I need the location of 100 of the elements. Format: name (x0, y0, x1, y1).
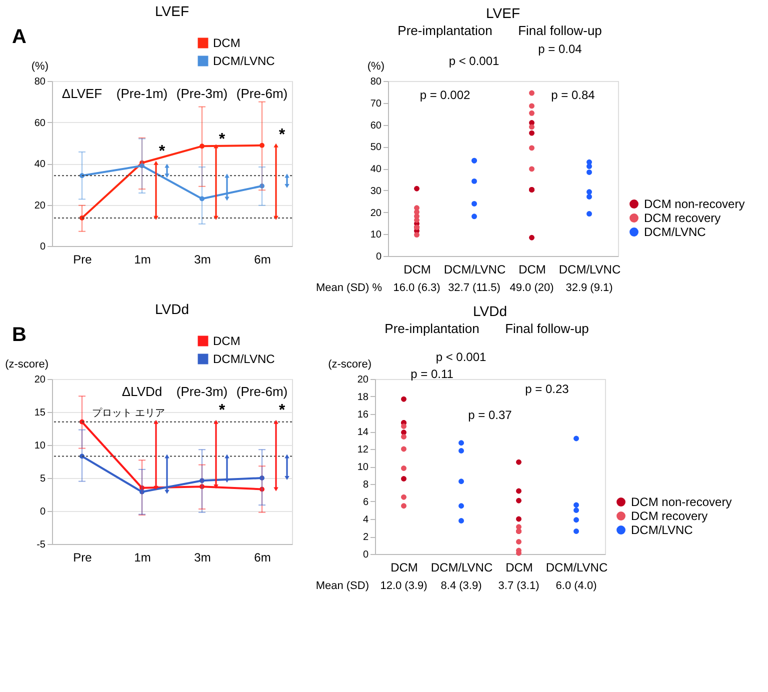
chart-title: LVEF (486, 5, 520, 21)
annotation: (Pre-6m) (236, 86, 288, 101)
text: 12.0 (3.9) (380, 580, 428, 592)
legend-label: DCM/LVNC (631, 523, 694, 537)
annotation: p = 0.37 (468, 408, 512, 422)
text: p = 0.04 (538, 42, 582, 56)
text: Pre-implantation (384, 321, 480, 336)
y-tick-label: 4 (362, 514, 369, 526)
text: Mean (SD) % (316, 282, 382, 294)
chart-title: LVEF (155, 3, 189, 19)
annotation: * (218, 130, 226, 148)
text: p < 0.001 (448, 54, 500, 68)
y-tick-label: 0 (362, 550, 369, 560)
text: Final follow-up (518, 23, 602, 38)
legend-label: DCM/LVNC (213, 54, 276, 68)
y-axis-title: (%) (367, 60, 384, 72)
y-tick-label: 60 (370, 120, 382, 132)
x-tick-label: DCM/LVNC (444, 262, 506, 276)
legend-label: DCM (213, 36, 240, 50)
annotation: * (278, 126, 286, 144)
annotation: (Pre-6m) (236, 384, 288, 399)
text: p < 0.001 (436, 350, 487, 364)
annotation: * (158, 143, 166, 160)
y-tick-label: 0 (376, 252, 382, 262)
x-tick-label: DCM/LVNC (546, 560, 608, 574)
y-tick-label: 30 (370, 186, 382, 197)
text: 8.4 (3.9) (440, 580, 482, 592)
x-tick-label: DCM (404, 262, 431, 276)
x-tick-label: 6m (254, 252, 271, 266)
annotation: プロット エリア (92, 406, 165, 419)
annotation: * (278, 402, 286, 419)
y-tick-label: 18 (357, 392, 369, 403)
x-tick-label: 1m (134, 550, 151, 564)
legend-label: DCM (213, 334, 240, 348)
text: 3.7 (3.1) (498, 580, 540, 592)
text: Pre-implantation (398, 23, 492, 38)
x-tick-label: DCM (390, 560, 418, 574)
annotation: p = 0.002 (420, 88, 471, 102)
y-tick-label: 20 (357, 374, 369, 386)
y-tick-label: 50 (370, 142, 382, 154)
y-tick-label: 80 (34, 76, 46, 88)
annotation: ΔLVDd (122, 384, 162, 399)
legend-label: DCM non-recovery (644, 197, 745, 211)
annotation: p = 0.11 (410, 367, 454, 381)
chart-title: LVDd (155, 301, 189, 317)
text: 32.9 (9.1) (566, 282, 613, 294)
legend-label: DCM recovery (644, 211, 721, 225)
y-tick-label: 40 (34, 159, 46, 170)
text: Mean (SD) (316, 580, 369, 592)
x-tick-label: DCM/LVNC (430, 560, 493, 574)
text: A (12, 26, 26, 48)
legend-label: DCM non-recovery (631, 495, 732, 509)
x-tick-label: 3m (194, 550, 211, 564)
y-tick-label: 20 (370, 208, 382, 219)
y-tick-label: 70 (370, 98, 382, 110)
x-tick-label: Pre (73, 252, 92, 266)
y-tick-label: 16 (357, 410, 369, 420)
y-tick-label: 5 (40, 474, 46, 484)
y-tick-label: 20 (34, 374, 46, 386)
y-tick-label: 10 (370, 230, 382, 241)
y-tick-label: 0 (40, 506, 46, 518)
text: 32.7 (11.5) (448, 282, 500, 294)
legend-label: DCM/LVNC (644, 225, 706, 239)
x-tick-label: DCM/LVNC (558, 262, 621, 276)
y-tick-label: 12 (357, 444, 369, 456)
annotation: ΔLVEF (62, 86, 102, 101)
y-tick-label: 6 (362, 497, 369, 508)
y-tick-label: 20 (34, 200, 46, 212)
y-tick-label: 15 (34, 408, 46, 418)
y-tick-label: 2 (362, 532, 369, 543)
x-tick-label: DCM (506, 560, 533, 574)
x-tick-label: 1m (134, 252, 151, 266)
y-tick-label: 8 (362, 480, 369, 490)
y-tick-label: 60 (34, 118, 46, 129)
x-tick-label: Pre (73, 550, 92, 564)
legend-label: DCM recovery (631, 509, 708, 523)
annotation: p = 0.23 (525, 382, 570, 396)
text: Final follow-up (505, 321, 589, 336)
annotation: p = 0.84 (551, 88, 596, 102)
y-axis-title: (z-score) (328, 358, 372, 370)
text: B (12, 324, 26, 346)
y-tick-label: -5 (36, 540, 46, 550)
x-tick-label: DCM (518, 262, 546, 276)
text: 49.0 (20) (510, 282, 554, 294)
y-tick-label: 10 (357, 462, 369, 473)
y-tick-label: 40 (370, 164, 382, 175)
y-tick-label: 14 (357, 427, 369, 438)
y-tick-label: 80 (370, 76, 382, 88)
annotation: (Pre-1m) (116, 86, 168, 101)
text: 16.0 (6.3) (393, 282, 440, 294)
y-tick-label: 0 (40, 242, 46, 252)
y-axis-title: (%) (31, 60, 48, 72)
y-tick-label: 10 (34, 440, 46, 452)
annotation: (Pre-3m) (176, 86, 228, 101)
x-tick-label: 6m (254, 550, 271, 564)
chart-title: LVDd (473, 303, 507, 319)
text: 6.0 (4.0) (556, 580, 597, 592)
annotation: (Pre-3m) (176, 384, 228, 399)
annotation: * (218, 402, 226, 419)
x-tick-label: 3m (194, 252, 211, 266)
